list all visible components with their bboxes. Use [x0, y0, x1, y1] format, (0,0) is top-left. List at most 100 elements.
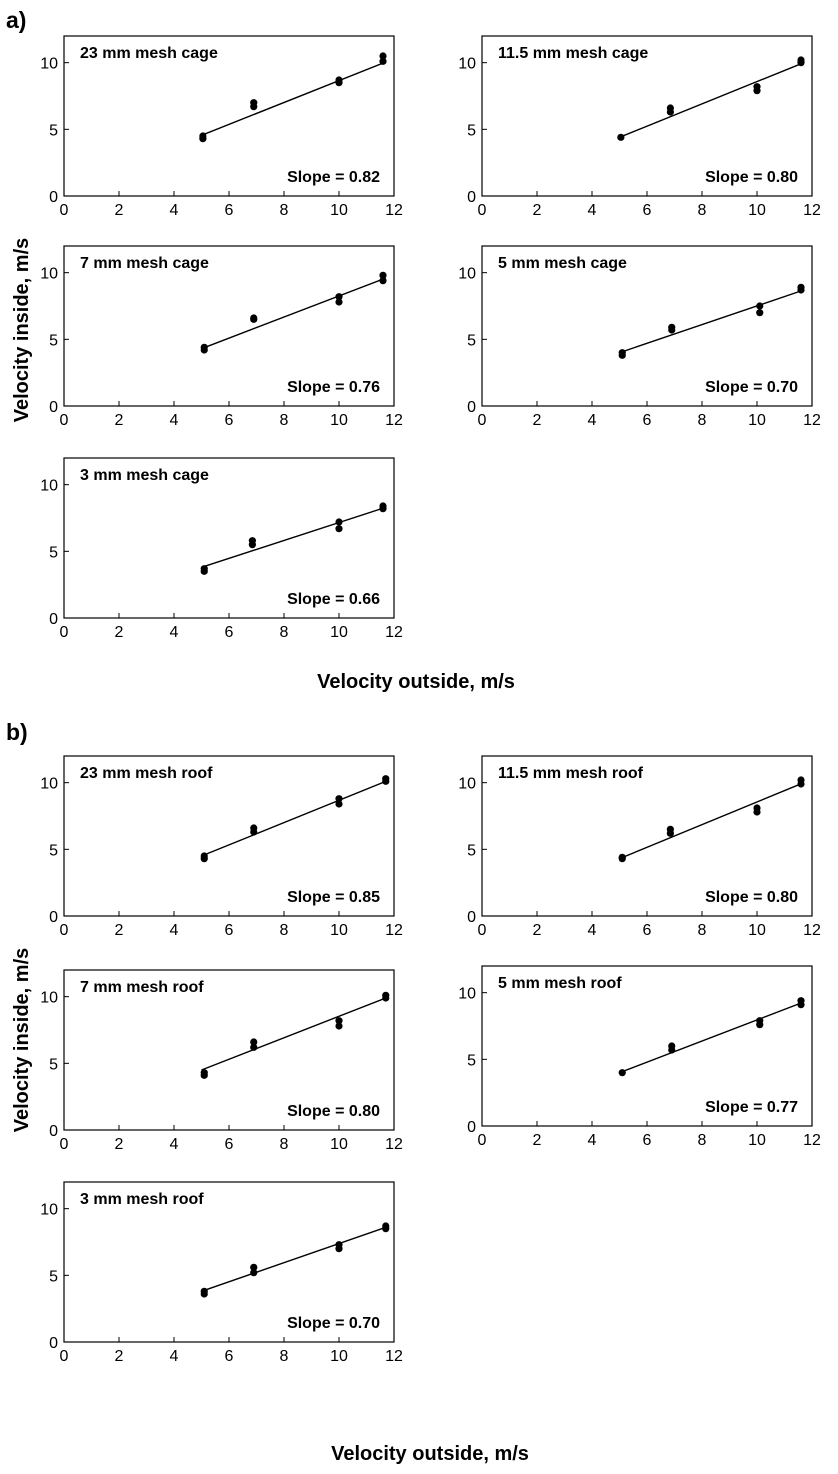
x-tick-label: 4: [588, 1132, 597, 1149]
x-tick-label: 4: [170, 1136, 179, 1153]
data-point: [382, 991, 390, 999]
data-point: [200, 565, 208, 573]
x-tick-label: 2: [533, 412, 542, 429]
x-tick-label: 10: [330, 1136, 348, 1153]
y-tick-label: 5: [49, 1268, 58, 1285]
data-point: [753, 804, 761, 812]
regression-line: [201, 780, 387, 857]
x-axis-label-b: Velocity outside, m/s: [331, 1443, 529, 1465]
regression-line: [201, 997, 387, 1071]
x-tick-label: 0: [478, 1132, 487, 1149]
x-tick-label: 12: [385, 412, 403, 429]
data-point: [382, 775, 390, 783]
plot-title: 23 mm mesh cage: [80, 45, 218, 62]
x-tick-label: 6: [225, 922, 234, 939]
y-tick-label: 10: [458, 776, 476, 793]
x-tick-label: 0: [60, 412, 69, 429]
data-point: [200, 1287, 208, 1295]
x-tick-label: 4: [588, 922, 597, 939]
subplot: 0 2 4 6 8 10 12 0 5 10 23 mm mesh roof Slope = 0.85: [40, 755, 403, 939]
data-point: [250, 1269, 258, 1277]
x-tick-label: 4: [170, 202, 179, 219]
x-tick-label: 0: [60, 922, 69, 939]
x-tick-label: 4: [588, 202, 597, 219]
data-point: [379, 271, 387, 279]
data-point: [797, 283, 805, 291]
data-point: [250, 1263, 258, 1271]
x-tick-label: 12: [803, 202, 821, 219]
subplot: 0 2 4 6 8 10 12 0 5 10 3 mm mesh cage Slope = 0.66: [40, 457, 403, 641]
data-point: [335, 800, 343, 808]
x-tick-label: 6: [643, 922, 652, 939]
y-tick-label: 0: [49, 909, 58, 926]
x-tick-label: 4: [588, 412, 597, 429]
x-tick-label: 12: [385, 1348, 403, 1365]
x-tick-label: 12: [803, 1132, 821, 1149]
regression-line: [619, 1001, 805, 1074]
x-tick-label: 0: [478, 922, 487, 939]
x-tick-label: 2: [115, 202, 124, 219]
subplot: 0 2 4 6 8 10 12 0 5 10 11.5 mm mesh cage Slope = 0.…: [458, 35, 821, 219]
regression-line: [201, 61, 387, 136]
y-tick-label: 0: [467, 909, 476, 926]
x-tick-label: 2: [115, 624, 124, 641]
y-tick-label: 0: [49, 399, 58, 416]
x-tick-label: 4: [170, 922, 179, 939]
data-point: [668, 1042, 676, 1050]
x-tick-label: 6: [225, 202, 234, 219]
x-tick-label: 10: [330, 412, 348, 429]
data-point: [250, 1038, 258, 1046]
data-point: [666, 104, 674, 112]
y-tick-label: 10: [40, 1202, 58, 1219]
y-axis-label-a: Velocity inside, m/s: [11, 238, 33, 423]
x-tick-label: 2: [115, 1136, 124, 1153]
y-tick-label: 5: [467, 332, 476, 349]
data-point: [199, 132, 207, 140]
data-point: [797, 776, 805, 784]
x-tick-label: 8: [280, 922, 289, 939]
regression-line: [201, 277, 387, 350]
data-point: [250, 824, 258, 832]
data-point: [668, 323, 676, 331]
x-tick-label: 8: [698, 922, 707, 939]
data-point: [618, 349, 626, 357]
x-tick-label: 4: [170, 1348, 179, 1365]
y-tick-label: 5: [467, 1052, 476, 1069]
x-tick-label: 12: [803, 922, 821, 939]
data-point: [618, 853, 626, 861]
slope-annotation: Slope = 0.85: [287, 889, 380, 906]
data-point: [335, 1022, 343, 1030]
y-tick-label: 10: [40, 990, 58, 1007]
y-tick-label: 5: [49, 842, 58, 859]
data-point: [379, 57, 387, 65]
y-tick-label: 10: [40, 776, 58, 793]
y-tick-label: 0: [49, 1335, 58, 1352]
data-point: [797, 997, 805, 1005]
x-tick-label: 6: [225, 1348, 234, 1365]
data-point: [250, 99, 258, 107]
x-tick-label: 0: [60, 202, 69, 219]
x-axis-label-a: Velocity outside, m/s: [317, 671, 515, 693]
data-point: [379, 52, 387, 60]
data-point: [379, 277, 387, 285]
slope-annotation: Slope = 0.66: [287, 591, 380, 608]
regression-line: [619, 289, 804, 354]
data-point: [335, 293, 343, 301]
data-point: [379, 502, 387, 510]
plot-title: 7 mm mesh cage: [80, 255, 209, 272]
data-point: [250, 314, 258, 322]
regression-line: [619, 62, 805, 138]
x-tick-label: 6: [643, 1132, 652, 1149]
regression-line: [201, 506, 386, 568]
slope-annotation: Slope = 0.80: [705, 169, 798, 186]
data-point: [200, 852, 208, 860]
data-point: [335, 1017, 343, 1025]
x-tick-label: 10: [748, 412, 766, 429]
regression-line: [619, 782, 805, 860]
x-tick-label: 8: [698, 1132, 707, 1149]
x-tick-label: 12: [385, 624, 403, 641]
x-tick-label: 8: [698, 202, 707, 219]
data-point: [200, 1069, 208, 1077]
subplot: 0 2 4 6 8 10 12 0 5 10 7 mm mesh roof Slope = 0.80: [40, 969, 403, 1153]
